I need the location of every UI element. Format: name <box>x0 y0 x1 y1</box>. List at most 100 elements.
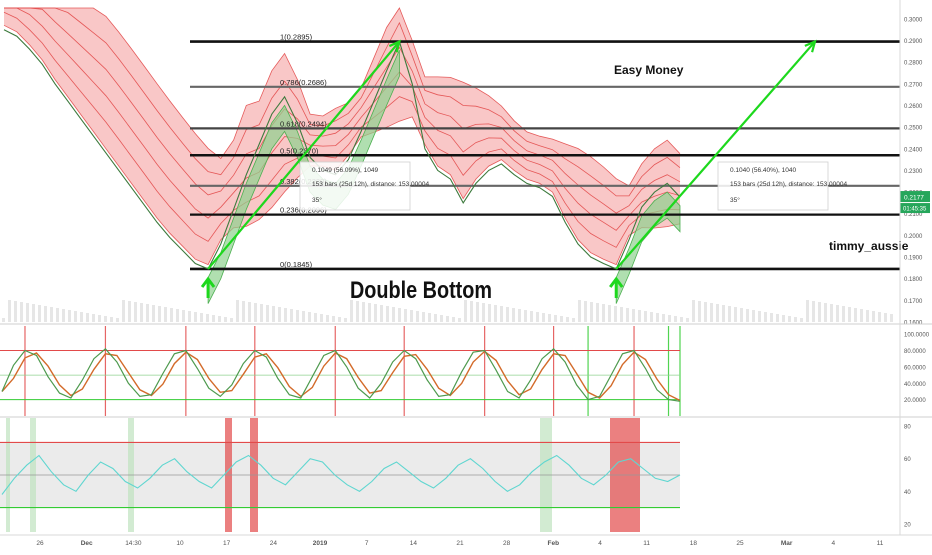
trend-arrowhead <box>388 39 402 53</box>
volume-bar <box>506 307 509 322</box>
volume-bar <box>266 305 269 322</box>
volume-bar <box>470 301 473 322</box>
time-axis-tick: 26 <box>36 540 44 547</box>
volume-bar <box>482 303 485 322</box>
volume-bar <box>728 306 731 322</box>
rsi-axis-tick: 80 <box>904 425 911 431</box>
volume-bar <box>602 304 605 322</box>
price-axis-tick: 0.1700 <box>904 299 923 305</box>
volume-bar <box>590 302 593 322</box>
measure-box[interactable] <box>717 161 829 211</box>
trend-line-1[interactable] <box>207 40 401 270</box>
volume-bar <box>530 311 533 322</box>
rsi-pane[interactable]: 80 60 40 20 <box>0 418 911 532</box>
volume-bar <box>338 317 341 322</box>
time-axis-tick: 25 <box>736 540 744 547</box>
volume-bar <box>38 305 41 322</box>
volume-bar <box>164 307 167 322</box>
volume-bar <box>326 315 329 322</box>
volume-bar <box>44 306 47 322</box>
volume-bar <box>362 302 365 322</box>
volume-bar <box>254 303 257 322</box>
fib-level-label: 1(0.2895) <box>280 33 313 42</box>
volume-bar <box>860 309 863 322</box>
oscillator-axis-tick: 40.0000 <box>904 382 926 388</box>
volume-bar <box>146 304 149 322</box>
volume-bar <box>680 317 683 322</box>
volume-bar <box>368 303 371 322</box>
volume-bar <box>398 308 401 322</box>
volume-bar <box>2 318 5 322</box>
fib-level-label: 0.786(0.2686) <box>280 78 327 87</box>
volume-bar <box>494 305 497 322</box>
fib-level-label: 0(0.1845) <box>280 260 313 269</box>
time-axis-tick: 2019 <box>313 540 328 547</box>
measure-boxes[interactable]: 0.1049 (56.09%), 1049 153 bars (25d 12h),… <box>299 161 847 211</box>
time-axis-tick: 4 <box>598 540 602 547</box>
volume-bar <box>68 310 71 322</box>
oscillator-pane[interactable]: 100.0000 80.0000 60.0000 40.0000 20.0000 <box>0 326 930 416</box>
volume-bar <box>464 300 467 322</box>
time-axis-tick: Mar <box>781 540 793 547</box>
volume-bar <box>686 318 689 322</box>
price-axis-tick: 0.2900 <box>904 39 923 45</box>
target-trend-lines[interactable] <box>207 39 817 270</box>
ribbon-fill <box>4 8 680 265</box>
volume-bar <box>596 303 599 322</box>
volume-bar <box>380 305 383 322</box>
volume-bar <box>488 304 491 322</box>
rsi-line <box>1 454 681 495</box>
volume-bar <box>794 317 797 322</box>
easy-money-label: Easy Money <box>614 63 684 77</box>
price-axis[interactable]: 0.3000 0.2900 0.2800 0.2700 0.2600 0.2500 0.24… <box>900 17 930 327</box>
price-axis-tick: 0.2600 <box>904 104 923 110</box>
trend-arrowhead <box>804 39 817 53</box>
double-bottom-label: Double Bottom <box>350 277 492 304</box>
volume-bar <box>674 316 677 322</box>
volume-bar <box>80 312 83 322</box>
volume-bar <box>500 306 503 322</box>
volume-bar <box>884 313 887 322</box>
volume-bar <box>194 312 197 322</box>
volume-bar <box>632 309 635 322</box>
price-pane[interactable]: 1(0.2895) 0.786(0.2686) 0.618(0.2494) 0.5(0… <box>2 7 930 327</box>
time-axis[interactable]: 26 Dec 14:30 10 17 24 2019 7 14 21 28 Feb 4 11 18 25 Mar… <box>0 534 932 547</box>
volume-bar <box>332 316 335 322</box>
volume-bar <box>200 313 203 322</box>
volume-bar <box>560 316 563 322</box>
volume-bar <box>104 316 107 322</box>
volume-bar <box>782 315 785 322</box>
ribbon-line <box>4 7 681 197</box>
green-ribbon <box>207 50 400 304</box>
oscillator-axis-tick: 80.0000 <box>904 349 926 355</box>
time-axis-tick: 7 <box>365 540 369 547</box>
volume-bar <box>74 311 77 322</box>
measure-box[interactable] <box>299 161 411 211</box>
volume-bar <box>548 314 551 322</box>
price-axis-tick: 0.2400 <box>904 147 923 153</box>
oscillator-signal-line <box>1 350 681 402</box>
volume-bar <box>836 305 839 322</box>
time-axis-tick: 28 <box>503 540 511 547</box>
fib-level-label: 0.5(0.2370) <box>280 146 319 155</box>
volume-bar <box>668 315 671 322</box>
last-price-tag[interactable] <box>900 191 930 203</box>
volume-bar <box>236 300 239 322</box>
volume-bar <box>170 308 173 322</box>
price-axis-tick: 0.1900 <box>904 256 923 262</box>
ribbon-line <box>3 11 681 248</box>
volume-bar <box>866 310 869 322</box>
volume-bar <box>8 300 11 322</box>
volume-bar <box>434 314 437 322</box>
volume-bar <box>98 315 101 322</box>
green-ribbon <box>615 191 681 304</box>
volume-bar <box>566 317 569 322</box>
volume-bar <box>26 303 29 322</box>
volume-bar <box>770 313 773 322</box>
trend-line-2[interactable] <box>615 40 816 270</box>
volume-bar <box>662 314 665 322</box>
volume-bar <box>746 309 749 322</box>
price-axis-tick: 0.2500 <box>904 126 923 132</box>
volume-bar <box>158 306 161 322</box>
